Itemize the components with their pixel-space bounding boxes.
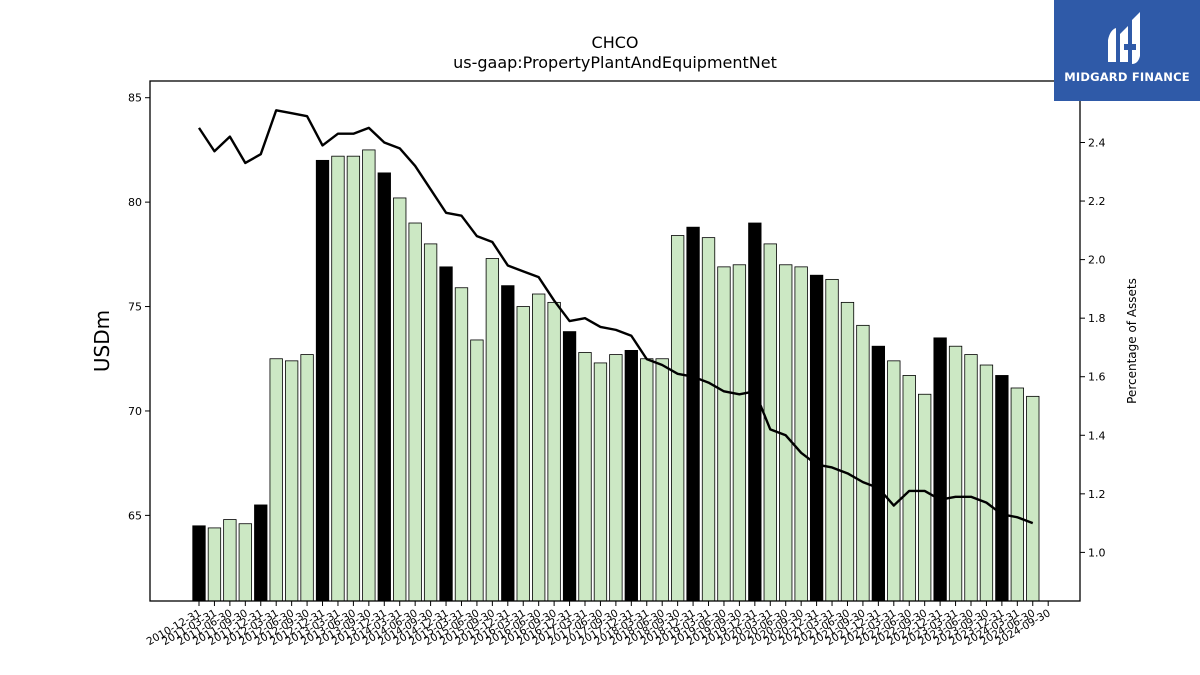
bar [254, 504, 268, 602]
bar [578, 352, 592, 602]
y-tick-label: 85 [128, 92, 142, 105]
y-axis-label: USDm [90, 310, 114, 372]
bar [840, 301, 855, 602]
bar [933, 337, 947, 602]
y2-tick-label: 1.6 [1088, 371, 1106, 384]
logo: MIDGARD FINANCE [1054, 0, 1200, 101]
bar [377, 172, 391, 602]
bar [207, 527, 222, 602]
bar [794, 266, 808, 602]
x-axis: 2010-12-312011-03-312011-06-302011-09-30… [145, 601, 1053, 648]
y2-tick-label: 2.2 [1088, 195, 1106, 208]
bar [223, 519, 237, 602]
plot-frame [149, 80, 1081, 602]
bar [979, 364, 994, 602]
y-tick-label: 80 [128, 196, 142, 209]
bar [269, 358, 283, 602]
y2-tick-label: 2.4 [1088, 136, 1106, 149]
bar [1010, 387, 1024, 602]
y-tick-label: 75 [128, 301, 142, 314]
bar [948, 345, 963, 602]
bar [423, 243, 438, 602]
y2-tick-label: 1.8 [1088, 312, 1106, 325]
bar [686, 226, 700, 602]
bar [856, 324, 870, 602]
bar [562, 331, 577, 602]
bar [748, 222, 762, 602]
bar-series [192, 149, 1040, 602]
bar [640, 358, 654, 602]
chart-title: CHCO [592, 33, 639, 52]
bar [655, 358, 669, 602]
bar [871, 345, 886, 602]
bar [454, 287, 469, 602]
bar [1026, 395, 1040, 602]
bar [609, 354, 623, 602]
bar [284, 360, 299, 602]
bar [593, 362, 608, 602]
bar [624, 349, 638, 602]
logo-mark-icon [1108, 12, 1140, 64]
bar [717, 266, 731, 602]
y-axis-left: 65 70 75 80 85 [128, 92, 150, 522]
percentage-line [197, 109, 1034, 525]
y2-tick-label: 1.4 [1088, 429, 1106, 442]
bar [918, 393, 932, 602]
bar [362, 149, 376, 602]
bar [809, 274, 824, 602]
bar [701, 237, 716, 602]
bar [485, 258, 500, 602]
bar [887, 360, 901, 602]
bar [238, 523, 252, 602]
bar [763, 243, 777, 602]
bar [547, 301, 561, 602]
logo-text: MIDGARD FINANCE [1064, 70, 1190, 84]
y-tick-label: 70 [128, 405, 142, 418]
chart-subtitle: us-gaap:PropertyPlantAndEquipmentNet [453, 53, 777, 72]
bar [331, 155, 345, 602]
bar [300, 354, 314, 602]
bar [532, 293, 546, 602]
bar [393, 197, 407, 602]
bar [439, 266, 453, 602]
bar [346, 155, 361, 602]
bar [825, 278, 839, 602]
y2-tick-label: 1.2 [1088, 488, 1106, 501]
bar [315, 159, 330, 602]
bar [902, 375, 916, 602]
bar [670, 235, 685, 602]
bar [516, 306, 530, 602]
y-tick-label: 65 [128, 509, 142, 522]
bar [408, 222, 422, 602]
bar [964, 354, 978, 602]
bar [501, 285, 515, 602]
bar [995, 375, 1009, 602]
bar [470, 339, 484, 602]
y2-tick-label: 2.0 [1088, 254, 1106, 267]
y2-tick-label: 1.0 [1088, 546, 1106, 559]
y2-axis-label: Percentage of Assets [1125, 278, 1139, 404]
y-axis-right: 1.0 1.2 1.4 1.6 1.8 2.0 2.2 2.4 [1080, 136, 1106, 559]
bar [192, 525, 206, 602]
bar [732, 264, 747, 602]
